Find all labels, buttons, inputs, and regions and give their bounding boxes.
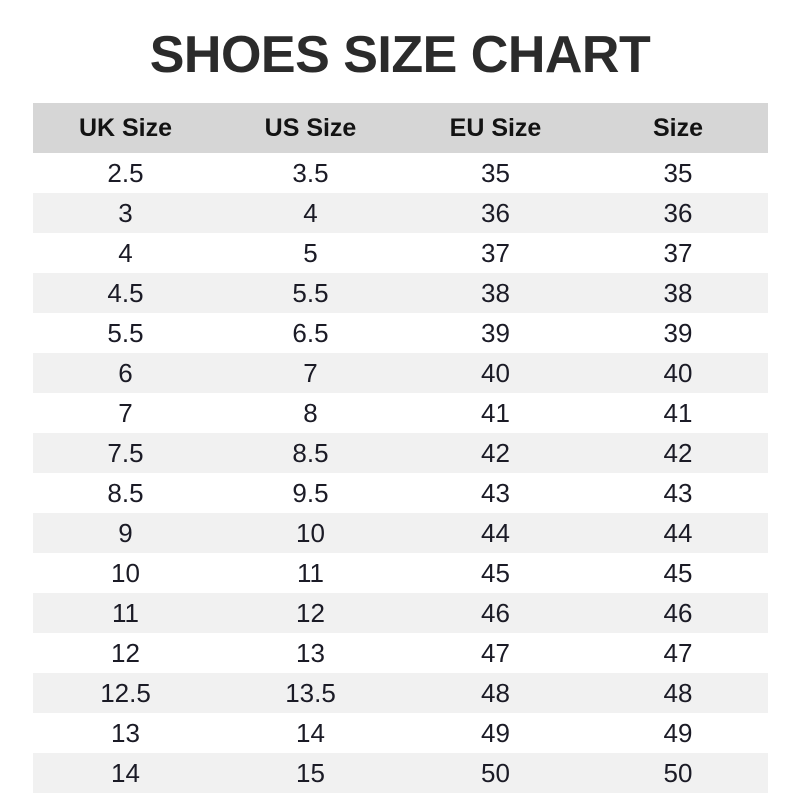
table-cell: 50: [403, 753, 588, 793]
table-cell: 45: [588, 553, 768, 593]
table-cell: 6: [33, 353, 218, 393]
table-cell: 46: [403, 593, 588, 633]
table-cell: 12: [33, 633, 218, 673]
table-cell: 7: [218, 353, 403, 393]
table-row: 7 8 41 41: [33, 393, 768, 433]
table-cell: 14: [218, 713, 403, 753]
shoes-size-table: UK Size US Size EU Size Size 2.5 3.5 35 35 3…: [33, 103, 768, 793]
table-cell: 48: [588, 673, 768, 713]
table-cell: 35: [403, 153, 588, 193]
table-cell: 42: [588, 433, 768, 473]
table-cell: 36: [403, 193, 588, 233]
column-header-size: Size: [588, 103, 768, 153]
table-cell: 44: [588, 513, 768, 553]
table-cell: 3.5: [218, 153, 403, 193]
table-cell: 41: [588, 393, 768, 433]
table-cell: 49: [403, 713, 588, 753]
column-header-eu-size: EU Size: [403, 103, 588, 153]
table-cell: 5: [218, 233, 403, 273]
table-cell: 37: [403, 233, 588, 273]
table-cell: 14: [33, 753, 218, 793]
table-cell: 13.5: [218, 673, 403, 713]
table-cell: 46: [588, 593, 768, 633]
table-cell: 35: [588, 153, 768, 193]
table-row: 8.5 9.5 43 43: [33, 473, 768, 513]
table-cell: 5.5: [218, 273, 403, 313]
table-row: 9 10 44 44: [33, 513, 768, 553]
table-cell: 47: [588, 633, 768, 673]
column-header-uk-size: UK Size: [33, 103, 218, 153]
table-cell: 15: [218, 753, 403, 793]
table-cell: 11: [33, 593, 218, 633]
table-cell: 48: [403, 673, 588, 713]
table-row: 12.5 13.5 48 48: [33, 673, 768, 713]
table-cell: 50: [588, 753, 768, 793]
table-cell: 40: [403, 353, 588, 393]
table-row: 10 11 45 45: [33, 553, 768, 593]
table-cell: 39: [403, 313, 588, 353]
table-cell: 3: [33, 193, 218, 233]
table-cell: 42: [403, 433, 588, 473]
table-cell: 4: [218, 193, 403, 233]
column-header-us-size: US Size: [218, 103, 403, 153]
table-header-row: UK Size US Size EU Size Size: [33, 103, 768, 153]
table-cell: 44: [403, 513, 588, 553]
table-cell: 5.5: [33, 313, 218, 353]
table-cell: 7.5: [33, 433, 218, 473]
table-row: 4.5 5.5 38 38: [33, 273, 768, 313]
table-cell: 4: [33, 233, 218, 273]
table-cell: 8.5: [33, 473, 218, 513]
table-row: 3 4 36 36: [33, 193, 768, 233]
table-cell: 2.5: [33, 153, 218, 193]
table-row: 13 14 49 49: [33, 713, 768, 753]
table-cell: 41: [403, 393, 588, 433]
table-row: 12 13 47 47: [33, 633, 768, 673]
table-row: 11 12 46 46: [33, 593, 768, 633]
table-row: 5.5 6.5 39 39: [33, 313, 768, 353]
table-cell: 45: [403, 553, 588, 593]
table-cell: 10: [33, 553, 218, 593]
table-cell: 12: [218, 593, 403, 633]
table-cell: 49: [588, 713, 768, 753]
table-cell: 11: [218, 553, 403, 593]
table-cell: 4.5: [33, 273, 218, 313]
table-cell: 43: [588, 473, 768, 513]
table-header: UK Size US Size EU Size Size: [33, 103, 768, 153]
table-cell: 36: [588, 193, 768, 233]
table-cell: 40: [588, 353, 768, 393]
table-cell: 43: [403, 473, 588, 513]
table-cell: 13: [33, 713, 218, 753]
table-cell: 47: [403, 633, 588, 673]
table-cell: 12.5: [33, 673, 218, 713]
table-cell: 8.5: [218, 433, 403, 473]
table-cell: 13: [218, 633, 403, 673]
table-row: 4 5 37 37: [33, 233, 768, 273]
table-cell: 7: [33, 393, 218, 433]
table-cell: 8: [218, 393, 403, 433]
table-row: 2.5 3.5 35 35: [33, 153, 768, 193]
table-cell: 10: [218, 513, 403, 553]
table-cell: 9.5: [218, 473, 403, 513]
page-title: SHOES SIZE CHART: [149, 26, 651, 84]
table-cell: 39: [588, 313, 768, 353]
table-cell: 9: [33, 513, 218, 553]
table-cell: 37: [588, 233, 768, 273]
table-body: 2.5 3.5 35 35 3 4 36 36 4 5 37 37 4.5 5.5 38 38 5.5 6.5 39…: [33, 153, 768, 793]
table-cell: 38: [403, 273, 588, 313]
table-cell: 38: [588, 273, 768, 313]
table-row: 6 7 40 40: [33, 353, 768, 393]
table-row: 14 15 50 50: [33, 753, 768, 793]
table-row: 7.5 8.5 42 42: [33, 433, 768, 473]
table-cell: 6.5: [218, 313, 403, 353]
